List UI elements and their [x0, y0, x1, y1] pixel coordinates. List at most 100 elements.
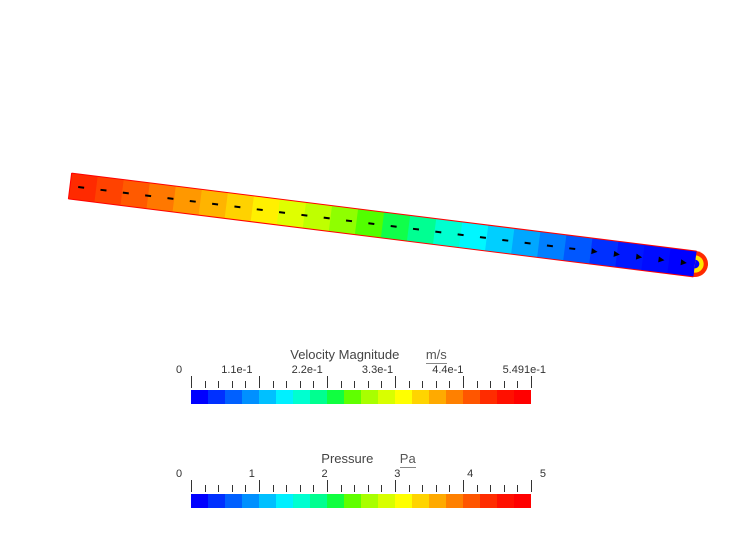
- legend-minor-tick: [436, 485, 437, 492]
- legend-pressure-title: Pressure: [321, 451, 373, 466]
- legend-velocity-bar-wrap: 01.1e-12.2e-13.3e-14.4e-15.491e-1: [191, 364, 546, 404]
- pipe-segment: [329, 206, 359, 235]
- legend-color-segment: [412, 390, 429, 404]
- flow-dash-glyph: [234, 207, 240, 208]
- legend-velocity-title-row: Velocity Magnitude m/s: [0, 346, 737, 364]
- flow-dash-glyph: [480, 237, 486, 238]
- legend-pressure: Pressure Pa 012345: [0, 450, 737, 513]
- flow-dash-glyph: [547, 246, 553, 247]
- flow-dash-glyph: [368, 223, 374, 224]
- legend-velocity-ruler: [191, 376, 531, 390]
- flow-dash-glyph: [569, 248, 575, 249]
- legend-color-segment: [242, 494, 259, 508]
- legend-minor-tick: [368, 381, 369, 388]
- legend-minor-tick: [300, 485, 301, 492]
- flow-dash-glyph: [78, 187, 84, 188]
- legend-color-segment: [225, 390, 242, 404]
- legend-color-segment: [395, 390, 412, 404]
- legend-color-segment: [378, 390, 395, 404]
- pipe-segment: [563, 235, 593, 264]
- legend-color-segment: [191, 390, 208, 404]
- legend-minor-tick: [477, 485, 478, 492]
- legend-color-segment: [497, 494, 514, 508]
- legend-minor-tick: [381, 381, 382, 388]
- legend-color-segment: [208, 494, 225, 508]
- legend-major-tick: [191, 376, 192, 388]
- legend-velocity: Velocity Magnitude m/s 01.1e-12.2e-13.3e…: [0, 346, 737, 409]
- legend-pressure-ruler: [191, 480, 531, 494]
- legend-velocity-tick-labels: 01.1e-12.2e-13.3e-14.4e-15.491e-1: [176, 364, 546, 376]
- legend-color-segment: [463, 390, 480, 404]
- flow-dash-glyph: [167, 198, 173, 199]
- flow-dash-glyph: [324, 218, 330, 219]
- legend-color-segment: [361, 494, 378, 508]
- legend-minor-tick: [205, 381, 206, 388]
- legend-color-segment: [480, 390, 497, 404]
- legend-tick-label: 5.491e-1: [503, 364, 546, 376]
- legend-color-segment: [344, 494, 361, 508]
- legend-pressure-unit: Pa: [400, 451, 416, 468]
- legend-minor-tick: [273, 485, 274, 492]
- legend-major-tick: [259, 480, 260, 492]
- legend-minor-tick: [245, 485, 246, 492]
- legend-tick-label: 3.3e-1: [362, 364, 393, 376]
- legend-tick-label: 2.2e-1: [292, 364, 323, 376]
- legend-color-segment: [463, 494, 480, 508]
- legend-minor-tick: [477, 381, 478, 388]
- legend-minor-tick: [409, 381, 410, 388]
- legend-velocity-unit: m/s: [426, 347, 447, 364]
- flow-dash-glyph: [525, 243, 531, 244]
- legend-color-segment: [327, 390, 344, 404]
- flow-dash-glyph: [435, 232, 441, 233]
- legend-minor-tick: [504, 381, 505, 388]
- legend-color-segment: [412, 494, 429, 508]
- legend-minor-tick: [286, 485, 287, 492]
- legend-minor-tick: [422, 381, 423, 388]
- figure-stage: Velocity Magnitude m/s 01.1e-12.2e-13.3e…: [0, 0, 737, 553]
- pipe-segment: [407, 215, 437, 244]
- pipe-segment: [615, 241, 645, 270]
- pipe-segment: [147, 183, 177, 212]
- pipe-segment: [173, 186, 203, 215]
- legend-minor-tick: [517, 381, 518, 388]
- flow-dash-glyph: [458, 234, 464, 235]
- legend-color-segment: [497, 390, 514, 404]
- legend-minor-tick: [205, 485, 206, 492]
- legend-minor-tick: [354, 485, 355, 492]
- flow-dash-glyph: [413, 229, 419, 230]
- legend-minor-tick: [232, 381, 233, 388]
- legend-minor-tick: [341, 485, 342, 492]
- legend-minor-tick: [517, 485, 518, 492]
- pipe-segment: [94, 176, 124, 205]
- legend-color-segment: [276, 494, 293, 508]
- flow-dash-glyph: [301, 215, 307, 216]
- legend-tick-label: 3: [394, 468, 400, 480]
- pipe-segment: [120, 180, 150, 209]
- legend-tick-label: 1.1e-1: [221, 364, 252, 376]
- legend-tick-label: 1: [249, 468, 255, 480]
- pipe-segment: [641, 245, 671, 274]
- pipe-segment: [433, 219, 463, 248]
- pipe-segment: [277, 199, 307, 228]
- legend-color-segment: [327, 494, 344, 508]
- legend-color-segment: [446, 494, 463, 508]
- legend-color-segment: [310, 390, 327, 404]
- legend-color-segment: [395, 494, 412, 508]
- legend-minor-tick: [218, 381, 219, 388]
- legend-major-tick: [327, 376, 328, 388]
- legend-tick-label: 4: [467, 468, 473, 480]
- legend-color-segment: [191, 494, 208, 508]
- legend-tick-label: 2: [322, 468, 328, 480]
- pipe-segment: [459, 222, 489, 251]
- legend-minor-tick: [368, 485, 369, 492]
- legend-color-segment: [514, 390, 531, 404]
- legend-color-segment: [429, 494, 446, 508]
- legend-major-tick: [191, 480, 192, 492]
- legend-color-segment: [514, 494, 531, 508]
- legend-minor-tick: [218, 485, 219, 492]
- legend-minor-tick: [409, 485, 410, 492]
- legend-minor-tick: [504, 485, 505, 492]
- legend-pressure-bar-wrap: 012345: [191, 468, 546, 508]
- legend-minor-tick: [449, 381, 450, 388]
- legend-minor-tick: [490, 485, 491, 492]
